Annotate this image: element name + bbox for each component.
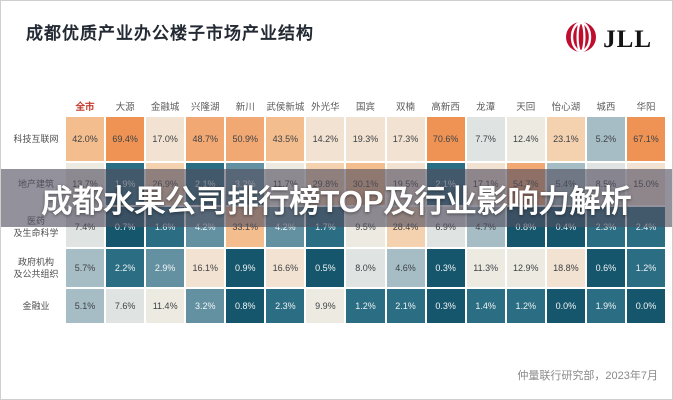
heatmap-cell: 5.2% — [586, 117, 625, 161]
heatmap-cell: 7.7% — [466, 117, 505, 161]
heatmap-cell: 70.6% — [426, 117, 465, 161]
heatmap-cell: 0.3% — [426, 289, 465, 323]
heatmap-cell: 5.7% — [66, 249, 105, 287]
heatmap-cell: 18.8% — [546, 249, 585, 287]
heatmap-cell: 0.5% — [306, 249, 345, 287]
column-header: 金融城 — [150, 102, 180, 113]
overlay-banner: 成都水果公司排行榜TOP及行业影响力解析 — [1, 169, 672, 227]
heatmap-cell: 7.6% — [106, 289, 145, 323]
column-header: 全市 — [75, 102, 95, 113]
column-header: 外光华 — [311, 102, 340, 113]
column-header: 大源 — [115, 102, 135, 113]
column-header: 新川 — [235, 102, 255, 113]
heatmap-cell: 50.9% — [226, 117, 265, 161]
heatmap-cell: 1.2% — [346, 289, 385, 323]
heatmap-cell: 67.1% — [626, 117, 665, 161]
heatmap-cell: 8.0% — [346, 249, 385, 287]
column-header: 国宾 — [355, 102, 375, 113]
heatmap-cell: 69.4% — [106, 117, 145, 161]
heatmap-cell: 0.9% — [226, 249, 265, 287]
overlay-headline: 成都水果公司排行榜TOP及行业影响力解析 — [41, 183, 632, 219]
heatmap-corner — [8, 99, 64, 115]
heatmap-cell: 42.0% — [66, 117, 105, 161]
jll-logo-text: JLL — [603, 25, 652, 53]
heatmap-cell: 0.0% — [626, 289, 665, 323]
heatmap-cell: 12.4% — [506, 117, 545, 161]
heatmap-cell: 4.6% — [386, 249, 425, 287]
source-note: 仲量联行研究部，2023年7月 — [517, 370, 658, 382]
heatmap-cell: 16.6% — [266, 249, 305, 287]
heatmap-cell: 43.5% — [266, 117, 305, 161]
heatmap-cell: 0.8% — [226, 289, 265, 323]
heatmap-cell: 3.2% — [186, 289, 225, 323]
column-header: 武侯新城 — [266, 102, 305, 113]
column-header: 高新西 — [431, 102, 460, 113]
row-label: 政府机构 及公共组织 — [13, 256, 59, 279]
column-header: 城西 — [596, 102, 616, 113]
heatmap-cell: 9.9% — [306, 289, 345, 323]
row-label: 科技互联网 — [13, 133, 59, 144]
page-title: 成都优质产业办公楼子市场产业结构 — [26, 24, 314, 43]
heatmap-cell: 48.7% — [186, 117, 225, 161]
heatmap-cell: 2.3% — [266, 289, 305, 323]
heatmap-cell: 11.3% — [466, 249, 505, 287]
column-header: 兴隆湖 — [190, 102, 220, 113]
column-header: 龙潭 — [476, 102, 496, 113]
heatmap-cell: 2.2% — [106, 249, 145, 287]
column-header: 双楠 — [396, 102, 416, 113]
heatmap-cell: 23.1% — [546, 117, 585, 161]
heatmap-cell: 1.4% — [466, 289, 505, 323]
heatmap-cell: 2.9% — [146, 249, 185, 287]
heatmap-cell: 1.2% — [506, 289, 545, 323]
heatmap-cell: 17.3% — [386, 117, 425, 161]
heatmap-cell: 12.9% — [506, 249, 545, 287]
column-header: 怡心湖 — [551, 102, 581, 113]
heatmap-cell: 14.2% — [306, 117, 345, 161]
heatmap-cell: 1.9% — [586, 289, 625, 323]
heatmap-cell: 5.1% — [66, 289, 105, 323]
heatmap-cell: 17.0% — [146, 117, 185, 161]
jll-lens-icon — [565, 21, 597, 58]
heatmap-cell: 11.4% — [146, 289, 185, 323]
column-header: 天回 — [516, 102, 536, 113]
heatmap-cell: 0.0% — [546, 289, 585, 323]
heatmap-cell: 16.1% — [186, 249, 225, 287]
column-header: 华阳 — [636, 102, 656, 113]
heatmap-cell: 0.6% — [586, 249, 625, 287]
heatmap-cell: 2.1% — [386, 289, 425, 323]
row-label: 金融业 — [22, 300, 50, 311]
heatmap-cell: 19.3% — [346, 117, 385, 161]
jll-logo: JLL — [565, 21, 652, 58]
heatmap-cell: 1.2% — [626, 249, 665, 287]
heatmap-cell: 0.3% — [426, 249, 465, 287]
